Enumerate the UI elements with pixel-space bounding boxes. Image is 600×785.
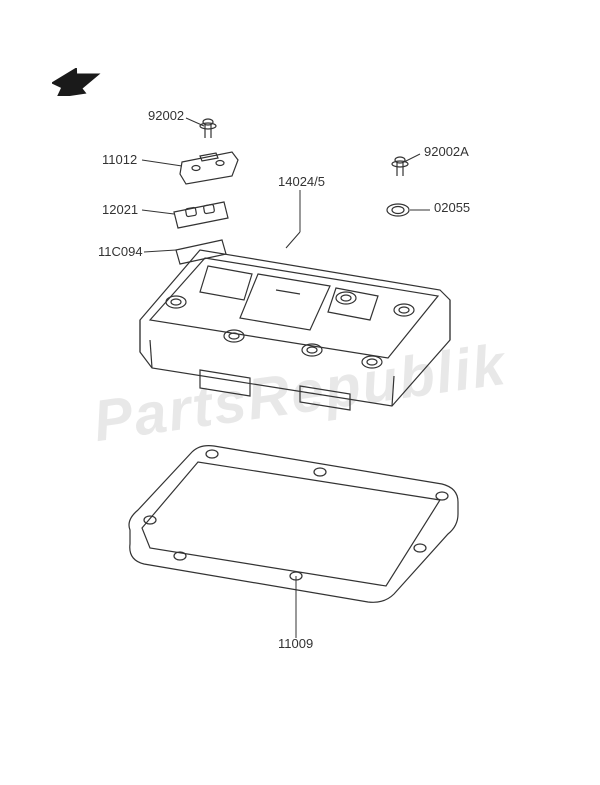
part-ring-02055 [387, 204, 409, 216]
label-02055: 02055 [434, 200, 470, 215]
label-11012: 11012 [102, 152, 137, 167]
part-cover-14024 [140, 250, 450, 410]
label-12021: 12021 [102, 202, 138, 217]
label-14024: 14024/5 [278, 174, 325, 189]
parts-illustration [0, 0, 600, 785]
part-plate-12021 [174, 202, 228, 228]
direction-arrow [52, 68, 102, 101]
label-92002a: 92002A [424, 144, 469, 159]
part-gasket-11009 [129, 446, 458, 603]
label-92002: 92002 [148, 108, 184, 123]
label-11004: 11C094 [98, 244, 143, 259]
part-bolt-92002a [392, 157, 408, 176]
parts-diagram: PartsRepublik [0, 0, 600, 785]
leader-lines [142, 118, 430, 638]
part-bolt-92002 [200, 119, 216, 138]
label-11009: 11009 [278, 636, 313, 651]
part-cap-11012 [180, 152, 238, 184]
